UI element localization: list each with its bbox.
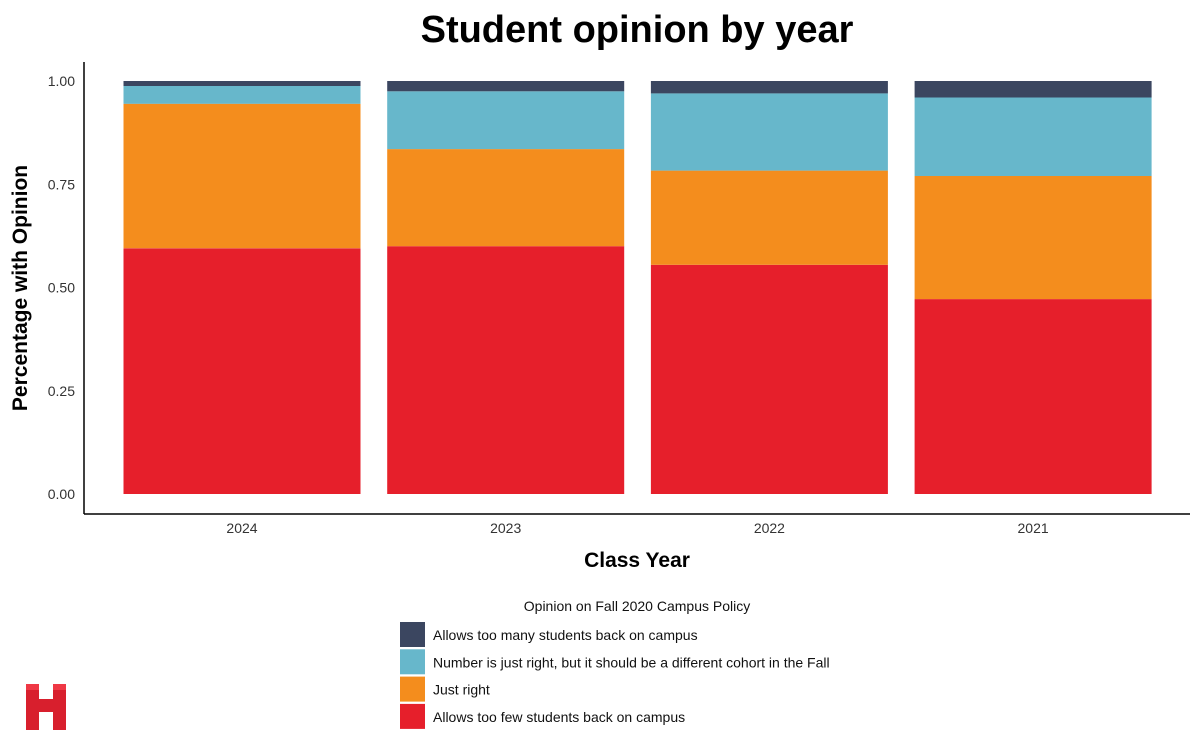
y-tick-labels: 0.00 0.25 0.50 0.75 1.00 [48, 73, 75, 502]
legend-swatch [400, 703, 425, 729]
axes [83, 62, 1190, 515]
bar-segment-2023-series-0 [387, 246, 625, 494]
y-axis-title: Percentage with Opinion [9, 165, 32, 411]
bar-segment-2021-series-2 [914, 97, 1152, 176]
bar-segment-2021-series-0 [914, 299, 1152, 494]
bar-segment-2022-series-1 [650, 170, 888, 265]
x-tick-labels: 2024 2023 2022 2021 [226, 520, 1048, 536]
bar-segment-2024-series-1 [123, 103, 361, 249]
legend-label: Allows too many students back on campus [433, 627, 698, 643]
y-tick-label: 0.75 [48, 176, 75, 192]
legend-label: Number is just right, but it should be a… [433, 654, 830, 670]
bar-segment-2021-series-3 [914, 81, 1152, 98]
bar-segment-2023-series-1 [387, 149, 625, 247]
legend: Allows too many students back on campus N… [400, 622, 830, 729]
x-tick-label: 2021 [1018, 520, 1049, 536]
y-tick-label: 0.50 [48, 280, 75, 296]
bar-segment-2023-series-2 [387, 91, 625, 150]
y-tick-label: 0.00 [48, 486, 75, 502]
bar-segment-2022-series-0 [650, 264, 888, 494]
legend-label: Allows too few students back on campus [433, 709, 685, 725]
harvard-h-logo-icon [26, 684, 66, 730]
bar-segment-2024-series-3 [123, 81, 361, 86]
bar-segment-2021-series-1 [914, 176, 1152, 300]
y-tick-label: 0.25 [48, 383, 75, 399]
legend-label: Just right [433, 682, 490, 698]
chart-title: Student opinion by year [421, 9, 854, 51]
legend-swatch [400, 622, 425, 647]
x-tick-label: 2022 [754, 520, 785, 536]
legend-title: Opinion on Fall 2020 Campus Policy [524, 598, 750, 614]
x-tick-label: 2023 [490, 520, 521, 536]
legend-swatch [400, 676, 425, 702]
bar-segment-2023-series-3 [387, 81, 625, 92]
x-tick-label: 2024 [226, 520, 257, 536]
bars [123, 81, 1152, 494]
x-axis-title: Class Year [584, 549, 690, 572]
bar-segment-2024-series-0 [123, 248, 361, 494]
y-tick-label: 1.00 [48, 73, 75, 89]
bar-segment-2024-series-2 [123, 86, 361, 104]
bar-segment-2022-series-2 [650, 93, 888, 171]
bar-segment-2022-series-3 [650, 81, 888, 94]
legend-swatch [400, 649, 425, 675]
